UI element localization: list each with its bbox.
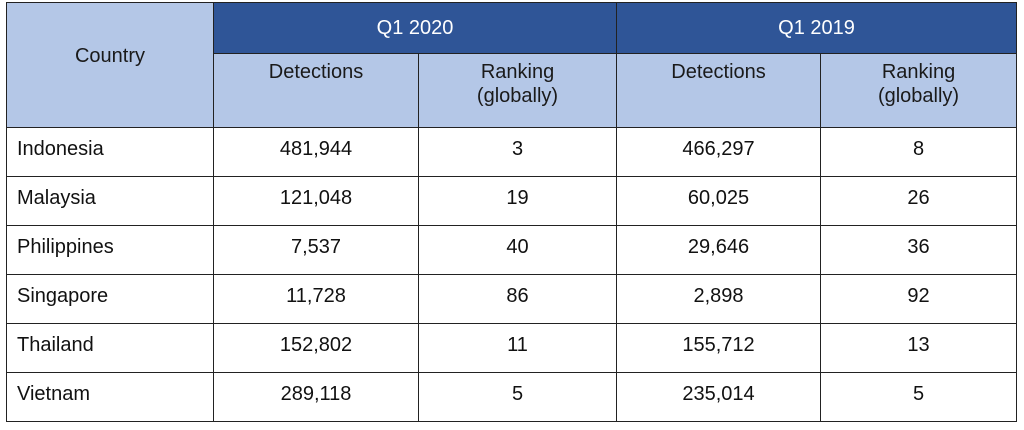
country-cell: Philippines	[6, 225, 214, 275]
header-ranking-2019: Ranking (globally)	[820, 53, 1018, 128]
header-ranking-2019-line1: Ranking	[881, 61, 956, 83]
table-row: Indonesia 481,944 3 466,297 8	[6, 127, 1018, 177]
ranking-2019-cell: 13	[820, 323, 1018, 373]
header-country: Country	[6, 2, 214, 128]
detections-2019-cell: 29,646	[616, 225, 822, 275]
country-cell: Vietnam	[6, 372, 214, 422]
detections-2019-cell: 235,014	[616, 372, 822, 422]
ranking-2019-cell: 92	[820, 274, 1018, 324]
table-row: Philippines 7,537 40 29,646 36	[6, 225, 1018, 275]
ranking-2020-cell: 40	[417, 225, 618, 275]
ranking-2020-cell: 3	[417, 127, 618, 177]
header-ranking-2020: Ranking (globally)	[417, 53, 618, 128]
ranking-2019-cell: 26	[820, 176, 1018, 226]
header-ranking-2020-line2: (globally)	[476, 85, 559, 107]
header-ranking-2019-line2: (globally)	[877, 85, 960, 107]
table-body: Indonesia 481,944 3 466,297 8 Malaysia 1…	[6, 127, 1018, 422]
country-cell: Singapore	[6, 274, 214, 324]
header-row-years: Country Q1 2020 Q1 2019	[6, 2, 1018, 128]
country-cell: Thailand	[6, 323, 214, 373]
ranking-2020-cell: 11	[417, 323, 618, 373]
table-row: Vietnam 289,118 5 235,014 5	[6, 372, 1018, 422]
detections-2020-cell: 11,728	[213, 274, 419, 324]
country-cell: Indonesia	[6, 127, 214, 177]
detections-2019-cell: 2,898	[616, 274, 822, 324]
ranking-2019-cell: 8	[820, 127, 1018, 177]
detections-2019-cell: 60,025	[616, 176, 822, 226]
ranking-2020-cell: 86	[417, 274, 618, 324]
ranking-2020-cell: 5	[417, 372, 618, 422]
detections-2020-cell: 481,944	[213, 127, 419, 177]
header-ranking-2020-line1: Ranking	[480, 61, 555, 83]
detections-table: Country Q1 2020 Q1 2019 Detections Ranki…	[6, 2, 1018, 422]
detections-2020-cell: 7,537	[213, 225, 419, 275]
detections-2020-cell: 289,118	[213, 372, 419, 422]
table-header: Country Q1 2020 Q1 2019 Detections Ranki…	[6, 2, 1018, 128]
table-row: Malaysia 121,048 19 60,025 26	[6, 176, 1018, 226]
ranking-2019-cell: 5	[820, 372, 1018, 422]
header-row-metrics: Detections Ranking (globally) Detections…	[7, 53, 1018, 128]
header-detections-2019: Detections	[616, 53, 822, 128]
table-row: Thailand 152,802 11 155,712 13	[6, 323, 1018, 373]
header-detections-2020: Detections	[213, 53, 419, 128]
ranking-2020-cell: 19	[417, 176, 618, 226]
detections-2020-cell: 152,802	[213, 323, 419, 373]
detections-2019-cell: 155,712	[616, 323, 822, 373]
header-year-q1-2020: Q1 2020	[212, 2, 618, 54]
detections-2020-cell: 121,048	[213, 176, 419, 226]
ranking-2019-cell: 36	[820, 225, 1018, 275]
detections-2019-cell: 466,297	[616, 127, 822, 177]
country-cell: Malaysia	[6, 176, 214, 226]
header-year-q1-2019: Q1 2019	[616, 2, 1018, 54]
table-row: Singapore 11,728 86 2,898 92	[6, 274, 1018, 324]
